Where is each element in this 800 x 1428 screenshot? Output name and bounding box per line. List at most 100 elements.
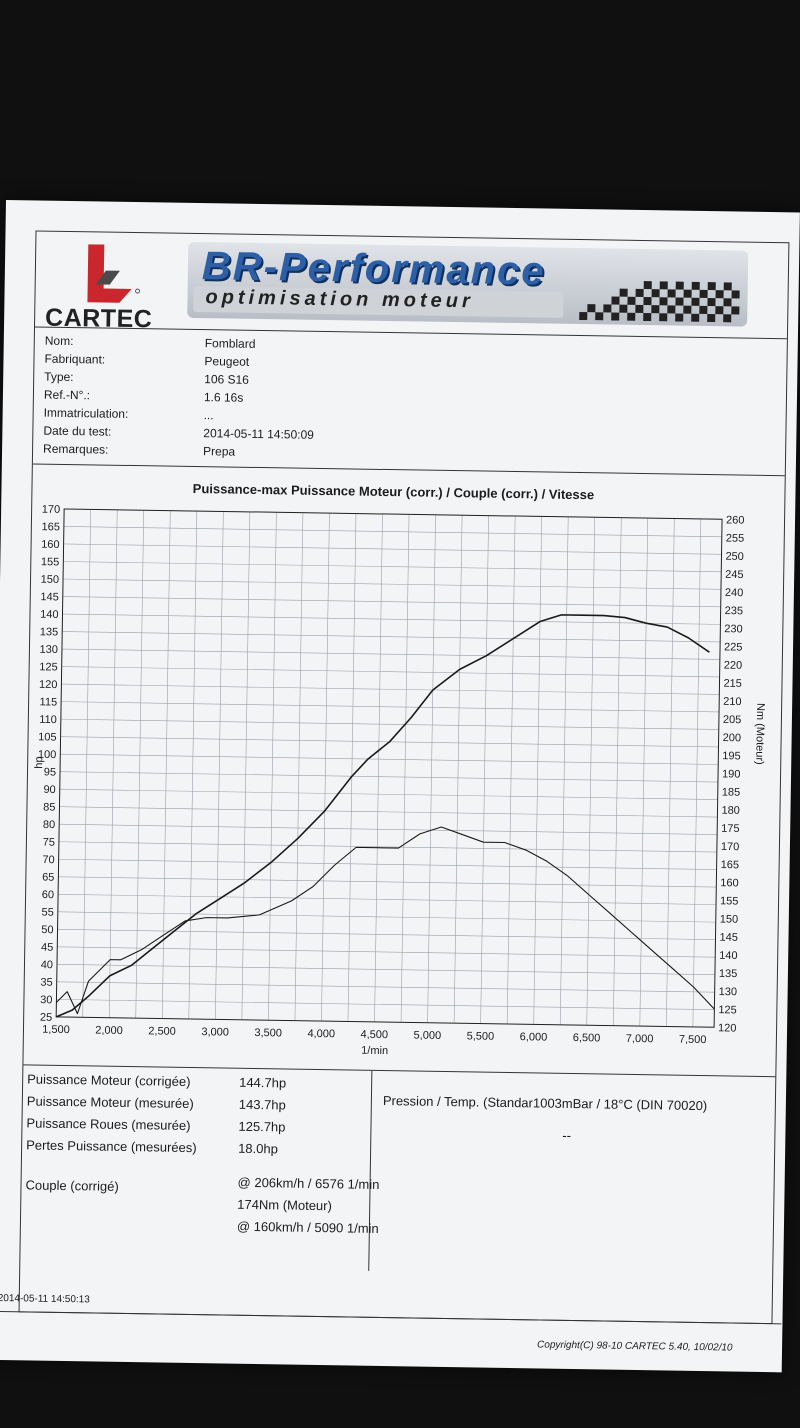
info-value: Prepa bbox=[202, 444, 236, 459]
grid-line-x bbox=[453, 515, 463, 1024]
grid-line-y bbox=[60, 718, 719, 730]
y-tick-label: 35 bbox=[40, 977, 52, 989]
y2-tick-label: 260 bbox=[726, 514, 745, 526]
y2-tick-label: 125 bbox=[718, 1004, 737, 1016]
grid-line-x bbox=[321, 513, 330, 1022]
grid-line-x bbox=[215, 511, 224, 1020]
x-tick-label: 2,500 bbox=[148, 1025, 176, 1037]
x-tick-label: 6,500 bbox=[573, 1032, 601, 1044]
y2-tick-label: 170 bbox=[721, 841, 740, 853]
y2-tick-label: 150 bbox=[720, 913, 739, 925]
grid-line-x bbox=[506, 516, 516, 1024]
y2-tick-label: 240 bbox=[725, 587, 744, 599]
grid-line-x bbox=[400, 514, 410, 1023]
grid-line-x bbox=[374, 513, 383, 1022]
pressure-value: -- bbox=[562, 1127, 572, 1143]
power-series-line bbox=[55, 614, 710, 1018]
y2-tick-label: 250 bbox=[725, 551, 744, 563]
y-tick-label: 80 bbox=[43, 819, 55, 831]
y-tick-label: 140 bbox=[40, 609, 59, 621]
result-label: Puissance Roues (mesurée) bbox=[26, 1115, 191, 1134]
vehicle-info: Nom: Fomblard Fabriquant: Peugeot Type: 106 S… bbox=[32, 327, 787, 477]
info-label: Type: bbox=[44, 369, 74, 385]
grid-line-y bbox=[59, 788, 718, 800]
y-tick-label: 150 bbox=[41, 574, 60, 586]
y-tick-label: 65 bbox=[42, 872, 54, 884]
grid-line-x bbox=[161, 510, 171, 1019]
info-value: 2014-05-11 14:50:09 bbox=[203, 426, 315, 442]
grid-line-y bbox=[61, 683, 720, 695]
y-tick-label: 125 bbox=[39, 661, 58, 673]
y2-tick-label: 210 bbox=[723, 696, 742, 708]
info-value: 106 S16 bbox=[204, 372, 250, 387]
y-tick-label: 130 bbox=[39, 644, 58, 656]
chart-title: Puissance-max Puissance Moteur (corr.) /… bbox=[193, 481, 595, 502]
couple-label: Couple (corrigé) bbox=[25, 1177, 119, 1194]
grid-line-x bbox=[135, 510, 145, 1019]
x-tick-label: 4,500 bbox=[360, 1029, 388, 1041]
grid-line-x bbox=[692, 518, 702, 1027]
x-axis-label: 1/min bbox=[361, 1045, 388, 1057]
grid-line-x bbox=[533, 516, 542, 1025]
x-tick-label: 1,500 bbox=[42, 1024, 70, 1036]
info-value: Peugeot bbox=[204, 354, 250, 369]
copyright: Copyright(C) 98-10 CARTEC 5.40, 10/02/10 bbox=[536, 1339, 733, 1354]
result-label: Puissance Moteur (mesurée) bbox=[26, 1093, 194, 1112]
grid-line-x bbox=[241, 511, 251, 1020]
grid-line-y bbox=[63, 578, 721, 590]
info-value: ... bbox=[203, 408, 214, 423]
y2-tick-label: 165 bbox=[721, 859, 740, 871]
grid-line-x bbox=[639, 518, 649, 1027]
dyno-chart: Puissance-max Puissance Moteur (corr.) /… bbox=[23, 464, 785, 1078]
header: CARTEC BR-Performance optimisation moteu… bbox=[35, 231, 789, 340]
info-label: Nom: bbox=[44, 333, 74, 349]
y-axis-label: hp bbox=[33, 756, 45, 768]
result-label: Puissance Moteur (corrigée) bbox=[27, 1071, 191, 1090]
grid-line-y bbox=[56, 964, 715, 975]
y-tick-label: 160 bbox=[41, 539, 60, 551]
y2-tick-label: 155 bbox=[720, 895, 739, 907]
footer-divider bbox=[0, 1310, 782, 1325]
y2-tick-label: 245 bbox=[725, 569, 744, 581]
result-value: 144.7hp bbox=[239, 1074, 287, 1091]
y2-tick-label: 175 bbox=[721, 823, 740, 835]
y-tick-label: 145 bbox=[40, 591, 59, 603]
br-performance-banner: BR-Performance optimisation moteur bbox=[187, 241, 749, 327]
y-tick-label: 25 bbox=[40, 1012, 52, 1024]
grid-line-y bbox=[57, 946, 716, 958]
result-value: 143.7hp bbox=[238, 1096, 286, 1113]
couple-line3: @ 160km/h / 5090 1/min bbox=[236, 1218, 379, 1236]
grid-line-y bbox=[62, 631, 721, 643]
grid-line-y bbox=[60, 753, 719, 765]
dyno-sheet: CARTEC BR-Performance optimisation moteu… bbox=[0, 200, 800, 1373]
y-tick-label: 170 bbox=[42, 504, 61, 516]
grid-line-y bbox=[63, 561, 722, 573]
result-value: 18.0hp bbox=[238, 1140, 279, 1157]
grid-line-y bbox=[63, 526, 722, 538]
grid-line-x bbox=[427, 514, 436, 1023]
grid-line-x bbox=[586, 517, 596, 1026]
info-label: Immatriculation: bbox=[43, 405, 129, 421]
y2-axis-label: Nm (Moteur) bbox=[753, 703, 766, 765]
y-tick-label: 95 bbox=[44, 766, 56, 778]
y2-tick-label: 225 bbox=[724, 641, 743, 653]
grid-line-y bbox=[58, 876, 717, 888]
y-tick-label: 105 bbox=[38, 731, 57, 743]
result-value: 125.7hp bbox=[238, 1118, 286, 1135]
x-tick-label: 2,000 bbox=[95, 1025, 123, 1037]
grid-line-y bbox=[56, 981, 715, 993]
grid-line-x bbox=[612, 517, 622, 1026]
grid-line-x bbox=[480, 515, 489, 1024]
y-tick-label: 55 bbox=[41, 907, 53, 919]
grid-line-x bbox=[188, 511, 198, 1019]
y2-tick-label: 120 bbox=[718, 1022, 737, 1034]
info-value: Fomblard bbox=[204, 336, 256, 351]
y2-tick-label: 160 bbox=[720, 877, 739, 889]
info-label: Remarques: bbox=[42, 441, 109, 457]
grid-line-y bbox=[58, 858, 717, 870]
footer-timestamp: 2014-05-11 14:50:13 bbox=[0, 1293, 90, 1306]
grid-line-y bbox=[58, 841, 717, 853]
y-tick-label: 110 bbox=[39, 714, 57, 726]
grid-line-x bbox=[294, 512, 304, 1021]
grid-line-y bbox=[59, 823, 718, 835]
